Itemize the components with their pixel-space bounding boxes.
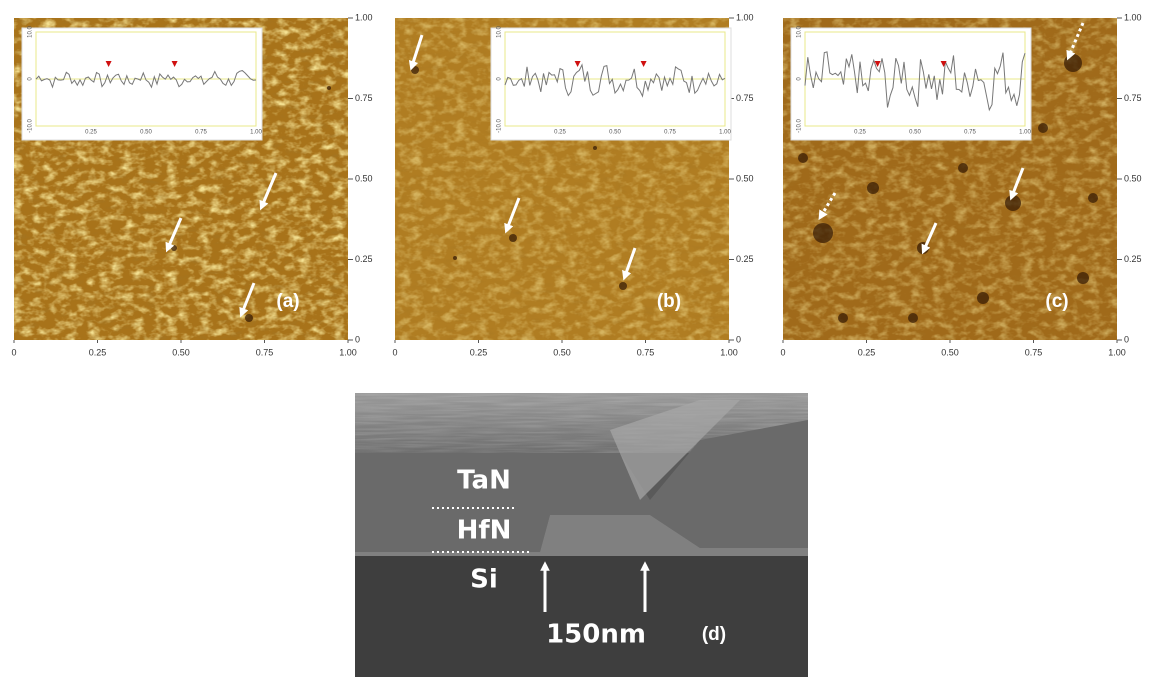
- pit: [327, 86, 331, 90]
- pit: [813, 223, 833, 243]
- pit: [1077, 272, 1089, 284]
- x-tick-label: 1.00: [720, 347, 738, 357]
- inset-x-label: 0.25: [85, 130, 97, 136]
- x-tick-label: 1.00: [1108, 347, 1126, 357]
- pit: [958, 163, 968, 173]
- pit: [867, 182, 879, 194]
- y-tick-label: 1.00: [736, 12, 754, 22]
- y-tick-label: 0.75: [355, 93, 373, 103]
- pit: [977, 292, 989, 304]
- afm-panels: (a) 0 0.25 0.50 0.75 1.00 0 0.25 0.50 0.75 1.00 10.…: [11, 12, 1141, 357]
- sem-image: TaN HfN Si 150nm (d): [355, 393, 808, 677]
- afm-panel: (a) 0 0.25 0.50 0.75 1.00 0 0.25 0.50 0.75 1.00 10.…: [11, 12, 372, 357]
- inset-x-label: 1.00: [719, 130, 731, 136]
- inset-y-label: 10.0: [28, 26, 34, 38]
- inset-x-label: 1.00: [1019, 130, 1031, 136]
- inset-y-label: 10.0: [497, 26, 503, 38]
- x-tick-label: 0.25: [89, 347, 107, 357]
- pit: [411, 66, 419, 74]
- y-tick-label: 0: [355, 334, 360, 344]
- y-tick-label: 1.00: [1124, 12, 1142, 22]
- inset: [791, 28, 1031, 140]
- x-tick-label: 0.25: [858, 347, 876, 357]
- pit: [838, 313, 848, 323]
- x-tick-label: 0: [392, 347, 397, 357]
- pit: [509, 234, 517, 242]
- y-tick-label: 0: [1124, 334, 1129, 344]
- x-tick-label: 0: [11, 347, 16, 357]
- inset-y-label: -10.0: [497, 119, 503, 133]
- pit: [1038, 123, 1048, 133]
- inset-y-label: -10.0: [28, 119, 34, 133]
- panel-label: (b): [657, 291, 681, 312]
- pit: [245, 314, 253, 322]
- pit: [1005, 195, 1021, 211]
- x-tick-label: 0.25: [470, 347, 488, 357]
- figure: (a) 0 0.25 0.50 0.75 1.00 0 0.25 0.50 0.75 1.00 10.…: [0, 0, 1151, 677]
- inset-x-label: 0.50: [140, 130, 152, 136]
- x-tick-label: 0: [780, 347, 785, 357]
- y-tick-label: 0.25: [1124, 254, 1142, 264]
- inset-x-label: 0.25: [554, 130, 566, 136]
- x-tick-label: 0.50: [941, 347, 959, 357]
- pit: [1064, 54, 1082, 72]
- y-tick-label: 0.25: [736, 254, 754, 264]
- panel-label: (c): [1045, 291, 1068, 312]
- y-tick-label: 0.50: [355, 173, 373, 183]
- inset-x-label: 0.75: [964, 130, 976, 136]
- scale-label: 150nm: [546, 620, 646, 650]
- y-tick-label: 0.75: [1124, 93, 1142, 103]
- layer-label: HfN: [457, 516, 512, 546]
- panel-label: (a): [276, 291, 299, 312]
- pit: [908, 313, 918, 323]
- y-tick-label: 0.50: [736, 173, 754, 183]
- x-tick-label: 0.75: [637, 347, 655, 357]
- pit: [171, 245, 177, 251]
- inset-x-label: 0.75: [195, 130, 207, 136]
- pit: [453, 256, 457, 260]
- y-tick-label: 0.25: [355, 254, 373, 264]
- x-tick-label: 0.75: [1025, 347, 1043, 357]
- inset-x-label: 1.00: [250, 130, 262, 136]
- y-tick-label: 0.75: [736, 93, 754, 103]
- afm-panel: (c) 0 0.25 0.50 0.75 1.00 0 0.25 0.50 0.75 1.00 10.…: [780, 12, 1141, 357]
- pit: [619, 282, 627, 290]
- inset-x-label: 0.50: [909, 130, 921, 136]
- x-tick-label: 0.50: [553, 347, 571, 357]
- x-tick-label: 1.00: [339, 347, 357, 357]
- layer-label: Si: [470, 565, 498, 595]
- inset-y-label: 10.0: [797, 26, 803, 38]
- afm-panel: (b) 0 0.25 0.50 0.75 1.00 0 0.25 0.50 0.75 1.00 10.…: [392, 12, 753, 357]
- y-tick-label: 1.00: [355, 12, 373, 22]
- pit: [1088, 193, 1098, 203]
- y-tick-label: 0.50: [1124, 173, 1142, 183]
- layer-label: TaN: [457, 466, 511, 496]
- inset-x-label: 0.25: [854, 130, 866, 136]
- x-tick-label: 0.50: [172, 347, 190, 357]
- pit: [593, 146, 597, 150]
- si-substrate: [355, 556, 808, 677]
- x-tick-label: 0.75: [256, 347, 274, 357]
- panel-label: (d): [702, 624, 726, 645]
- y-tick-label: 0: [736, 334, 741, 344]
- inset-y-label: -10.0: [797, 119, 803, 133]
- inset-x-label: 0.75: [664, 130, 676, 136]
- pit: [798, 153, 808, 163]
- inset-x-label: 0.50: [609, 130, 621, 136]
- inset: [491, 28, 731, 140]
